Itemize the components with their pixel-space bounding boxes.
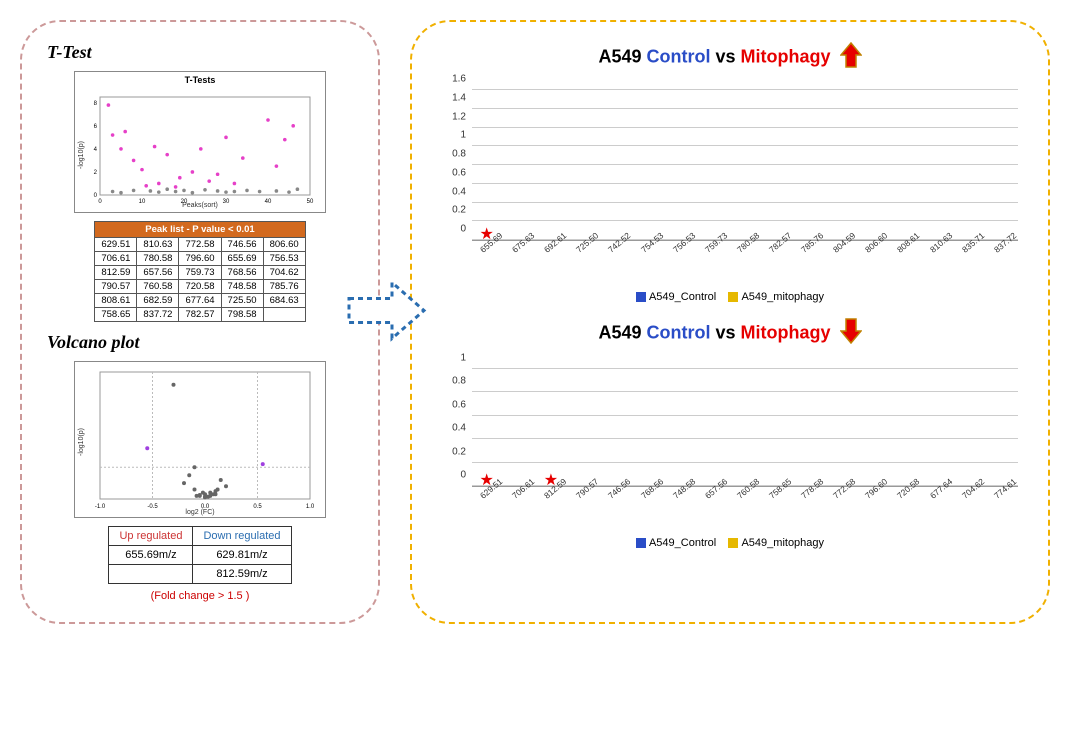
left-panel: T-Test T-Tests 0102030405002468 Peaks(so… <box>20 20 380 624</box>
legend-swatch-mito <box>728 292 738 302</box>
legend-swatch-mito <box>728 538 738 548</box>
table-cell: 725.50 <box>221 294 263 308</box>
ttest-svg: 0102030405002468 Peaks(sort) -log10(p) <box>75 85 325 210</box>
table-cell <box>263 308 305 322</box>
table-cell: 655.69m/z <box>109 546 193 565</box>
table-cell: 810.63 <box>137 238 179 252</box>
figure-container: T-Test T-Tests 0102030405002468 Peaks(so… <box>20 20 1050 624</box>
table-cell: 748.58 <box>221 280 263 294</box>
volcano-plot: -1.0-0.50.00.51.0 log2 (FC) -log10(p) <box>74 361 326 518</box>
ttest-title: T-Test <box>47 42 358 63</box>
svg-text:50: 50 <box>307 199 314 205</box>
svg-text:0.5: 0.5 <box>253 504 262 510</box>
svg-text:6: 6 <box>94 124 98 130</box>
up-arrow-icon <box>840 42 862 73</box>
table-cell: 790.57 <box>95 280 137 294</box>
table-cell: 768.56 <box>221 266 263 280</box>
table-cell: 720.58 <box>179 280 221 294</box>
svg-text:8: 8 <box>94 101 98 107</box>
table-cell: 798.58 <box>221 308 263 322</box>
table-cell: 785.76 <box>263 280 305 294</box>
svg-text:0: 0 <box>98 199 102 205</box>
table-cell: 796.60 <box>179 252 221 266</box>
up-reg-header: Up regulated <box>109 527 193 546</box>
svg-text:10: 10 <box>139 199 146 205</box>
table-cell: 629.81m/z <box>193 546 291 565</box>
down-arrow-icon <box>840 318 862 349</box>
table-cell: 706.61 <box>95 252 137 266</box>
table-cell: 684.63 <box>263 294 305 308</box>
ttest-chart-title: T-Tests <box>75 72 325 85</box>
table-cell: 756.53 <box>263 252 305 266</box>
right-panel: A549 Control vs Mitophagy ★00.20.40.60.8… <box>410 20 1050 624</box>
bar-chart-up: ★00.20.40.60.811.21.41.6 655.69675.63692… <box>437 81 1023 281</box>
svg-text:-log10(p): -log10(p) <box>78 428 85 456</box>
svg-text:0: 0 <box>94 193 98 199</box>
volcano-svg: -1.0-0.50.00.51.0 log2 (FC) -log10(p) <box>75 362 325 517</box>
table-cell: 760.58 <box>137 280 179 294</box>
regulation-table: Up regulated Down regulated 655.69m/z629… <box>108 526 291 584</box>
table-cell: 782.57 <box>179 308 221 322</box>
table-cell: 704.62 <box>263 266 305 280</box>
table-cell: 808.61 <box>95 294 137 308</box>
table-cell: 780.58 <box>137 252 179 266</box>
table-cell: 758.65 <box>95 308 137 322</box>
table-cell: 746.56 <box>221 238 263 252</box>
svg-text:1.0: 1.0 <box>306 504 315 510</box>
legend-swatch-control <box>636 538 646 548</box>
svg-text:2: 2 <box>94 170 98 176</box>
svg-text:Peaks(sort): Peaks(sort) <box>182 202 218 209</box>
table-cell: 657.56 <box>137 266 179 280</box>
volcano-title: Volcano plot <box>47 332 358 353</box>
svg-text:-1.0: -1.0 <box>95 504 106 510</box>
svg-text:-0.5: -0.5 <box>147 504 158 510</box>
table-cell: 682.59 <box>137 294 179 308</box>
svg-text:4: 4 <box>94 147 98 153</box>
table-cell: 629.51 <box>95 238 137 252</box>
svg-text:-log10(p): -log10(p) <box>78 141 85 169</box>
down-reg-header: Down regulated <box>193 527 291 546</box>
table-cell <box>109 565 193 584</box>
svg-text:40: 40 <box>265 199 272 205</box>
chart1-legend: A549_Control A549_mitophagy <box>437 291 1023 303</box>
chart2-title: A549 Control vs Mitophagy <box>437 318 1023 349</box>
table-cell: 812.59m/z <box>193 565 291 584</box>
svg-text:log2 (FC): log2 (FC) <box>185 509 214 516</box>
table-cell: 806.60 <box>263 238 305 252</box>
fold-change-note: (Fold change > 1.5 ) <box>42 590 358 602</box>
ttest-scatter-plot: T-Tests 0102030405002468 Peaks(sort) -lo… <box>74 71 326 213</box>
flow-arrow-icon <box>344 273 429 348</box>
chart2-legend: A549_Control A549_mitophagy <box>437 537 1023 549</box>
peak-list-table: Peak list - P value < 0.01 629.51810.637… <box>94 221 305 322</box>
table-cell: 812.59 <box>95 266 137 280</box>
table-cell: 655.69 <box>221 252 263 266</box>
table-cell: 772.58 <box>179 238 221 252</box>
chart1-title: A549 Control vs Mitophagy <box>437 42 1023 73</box>
peak-header: Peak list - P value < 0.01 <box>95 222 305 238</box>
table-cell: 677.64 <box>179 294 221 308</box>
legend-swatch-control <box>636 292 646 302</box>
bar-chart-down: ★★00.20.40.60.81 629.51706.61812.59790.5… <box>437 357 1023 527</box>
svg-text:30: 30 <box>223 199 230 205</box>
table-cell: 837.72 <box>137 308 179 322</box>
table-cell: 759.73 <box>179 266 221 280</box>
